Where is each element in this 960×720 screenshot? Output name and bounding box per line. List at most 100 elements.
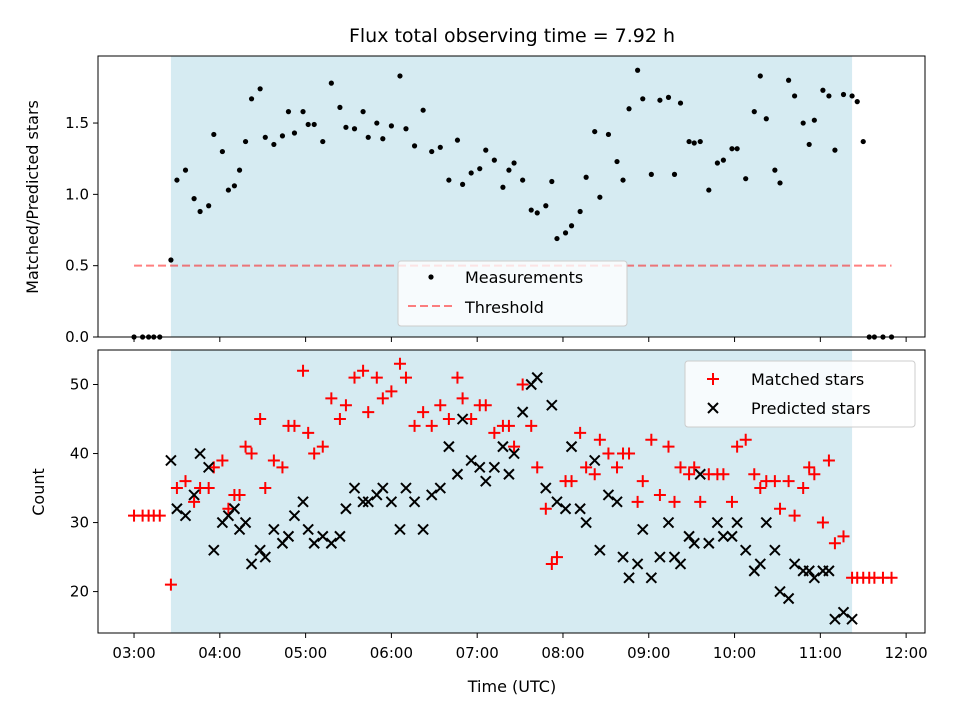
- predicted-star-point: [703, 537, 715, 549]
- predicted-star-point: [611, 496, 623, 508]
- measurement-point: [849, 93, 855, 99]
- matched-star-point: [668, 495, 681, 508]
- predicted-star-point: [823, 565, 835, 577]
- predicted-star-point: [254, 544, 266, 556]
- matched-star-point: [754, 482, 767, 495]
- measurement-point: [640, 96, 646, 102]
- measurement-point: [820, 87, 826, 93]
- matched-stars-series: [128, 357, 898, 591]
- measurement-point: [549, 178, 555, 185]
- matched-star-point: [588, 468, 601, 481]
- predicted-star-point: [726, 530, 738, 543]
- matched-star-point: [683, 468, 696, 481]
- predicted-star-point: [602, 489, 615, 501]
- measurement-point: [380, 136, 386, 142]
- bottom-y-axis-label: Count: [29, 468, 48, 516]
- predicted-star-point: [417, 523, 429, 536]
- measurement-point: [262, 134, 268, 140]
- matched-star-point: [885, 571, 898, 584]
- predicted-star-point: [683, 530, 695, 543]
- predicted-star-point: [516, 406, 529, 418]
- matched-star-point: [179, 475, 192, 488]
- top-y-tick-label: 1.5: [65, 114, 89, 132]
- matched-star-point: [539, 502, 552, 515]
- matched-star-point: [788, 509, 801, 522]
- measurement-point: [577, 208, 583, 215]
- measurement-point: [772, 167, 778, 173]
- matched-star-point: [222, 502, 235, 515]
- predicted-star-point: [782, 592, 795, 605]
- matched-star-point: [376, 392, 389, 405]
- matched-star-point: [399, 371, 412, 384]
- matched-star-point: [488, 426, 501, 439]
- matched-star-point: [348, 371, 361, 384]
- legend-threshold-label: Threshold: [464, 298, 544, 317]
- measurement-point: [832, 147, 838, 153]
- measurement-point: [686, 138, 692, 145]
- measurement-point: [279, 133, 286, 139]
- predicted-star-point: [594, 544, 606, 556]
- predicted-star-point: [288, 509, 301, 522]
- predicted-star-point: [497, 440, 509, 453]
- measurement-point: [614, 158, 620, 165]
- matched-star-point: [434, 399, 447, 412]
- top-panel: 0.0 0.5 1.0 1.5 Matched/Predicted stars Mea…: [23, 55, 926, 346]
- measurement-point: [242, 138, 249, 145]
- measurement-point: [626, 106, 632, 112]
- x-tick-label: 09:00: [627, 644, 670, 662]
- legend-measurements-label: Measurements: [465, 268, 583, 287]
- matched-star-point: [797, 482, 810, 495]
- measurement-point: [657, 97, 663, 103]
- measurement-point: [605, 131, 612, 138]
- measurement-point: [236, 167, 243, 173]
- bottom-y-tick-label: 50: [70, 376, 89, 394]
- predicted-star-point: [731, 516, 743, 529]
- predicted-star-point: [662, 516, 675, 529]
- predicted-star-point: [717, 530, 730, 543]
- predicted-star-point: [357, 496, 369, 508]
- predicted-stars-series: [165, 371, 858, 625]
- measurement-point: [706, 187, 712, 193]
- predicted-star-point: [165, 454, 177, 467]
- x-tick-label: 05:00: [284, 644, 327, 662]
- matched-star-point: [782, 475, 795, 488]
- measurement-point: [691, 140, 697, 146]
- measurement-point: [592, 128, 598, 135]
- measurement-point: [840, 91, 847, 98]
- predicted-star-point: [631, 558, 644, 570]
- matched-star-point: [748, 468, 761, 481]
- measurement-point: [351, 126, 358, 132]
- matched-star-point: [531, 461, 544, 474]
- predicted-star-point: [208, 544, 220, 556]
- bottom-legend-box: [684, 360, 916, 428]
- measurement-point: [174, 177, 180, 183]
- predicted-star-point: [202, 461, 215, 474]
- measurement-point: [785, 77, 792, 83]
- measurement-point: [343, 124, 349, 130]
- measurement-point: [477, 166, 483, 172]
- matched-star-point: [636, 475, 649, 488]
- predicted-star-point: [282, 530, 295, 543]
- predicted-star-point: [531, 371, 543, 384]
- predicted-star-point: [503, 468, 515, 480]
- measurement-point: [500, 184, 506, 190]
- matched-star-point: [333, 413, 346, 426]
- matched-star-point: [565, 475, 578, 488]
- matched-star-point: [302, 426, 315, 439]
- predicted-star-point: [194, 447, 206, 460]
- predicted-star-point: [456, 413, 469, 425]
- measurement-point: [806, 141, 812, 148]
- predicted-star-point: [308, 537, 320, 549]
- x-tick-label: 08:00: [541, 644, 584, 662]
- bottom-y-tick-label: 30: [70, 514, 89, 532]
- measurement-point: [520, 177, 526, 183]
- measurement-point: [271, 141, 277, 148]
- matched-star-point: [828, 537, 841, 550]
- measurement-point: [777, 180, 783, 186]
- measurement-point: [671, 171, 678, 177]
- measurement-point: [285, 109, 292, 115]
- matched-star-point: [339, 399, 352, 412]
- measurement-point: [554, 235, 560, 242]
- matched-star-point: [623, 447, 636, 460]
- bottom-x-axis: 03:00 04:00 05:00 06:00 07:00 08:00 09:00 10:00…: [112, 633, 928, 662]
